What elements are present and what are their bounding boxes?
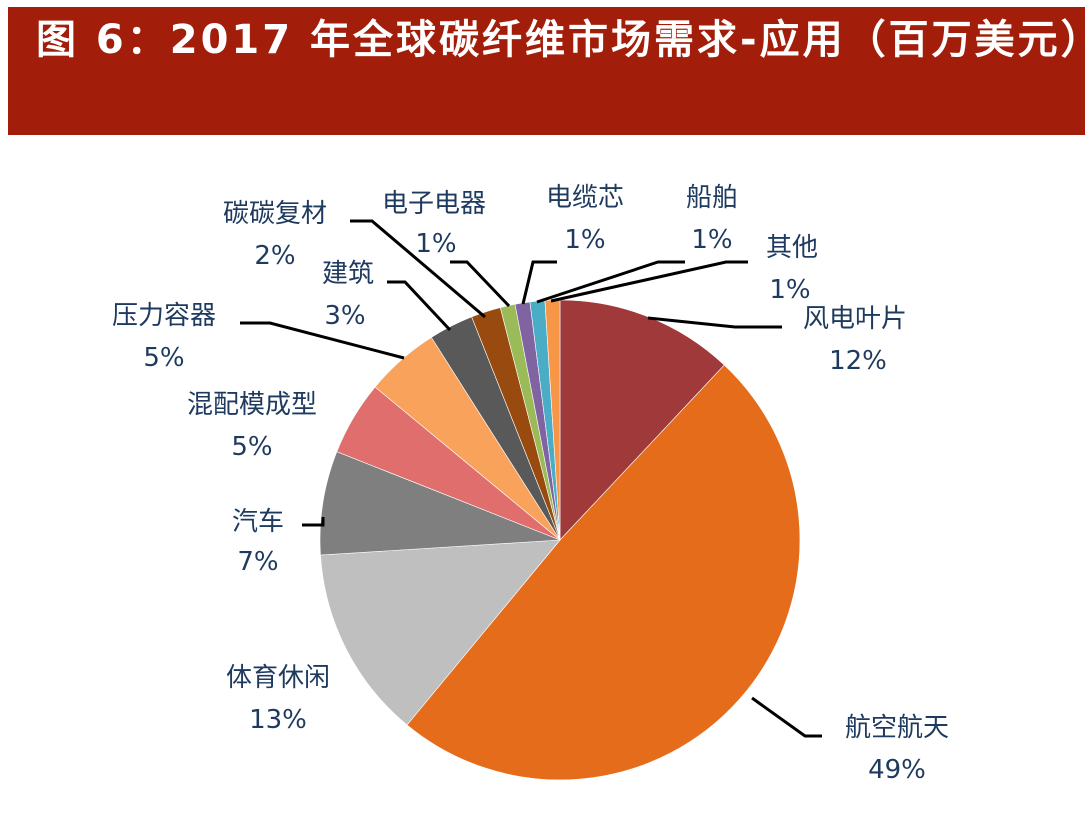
leader-line-ship [536, 260, 685, 304]
label-name-cable-core: 电缆芯 [546, 183, 624, 213]
label-name-ship: 船舶 [686, 183, 738, 213]
label-name-aerospace: 航空航天 [845, 713, 949, 743]
pie-slice-3 [320, 539, 561, 726]
label-name-carbon-carbon: 碳碳复材 [223, 199, 327, 229]
label-pct-sports: 13% [249, 705, 307, 735]
label-pct-compounding: 5% [231, 432, 272, 462]
pie-slice-2 [406, 364, 801, 781]
label-name-auto: 汽车 [232, 507, 284, 537]
label-pct-carbon-carbon: 2% [254, 241, 295, 271]
label-name-wind: 风电叶片 [803, 304, 907, 334]
leader-line-cable [521, 260, 557, 305]
leader-line-cc [350, 219, 486, 319]
label-pct-auto: 7% [237, 547, 278, 577]
label-name-other: 其他 [766, 233, 818, 263]
leader-line-aerospace [751, 696, 822, 738]
label-pct-wind: 12% [829, 346, 887, 376]
label-pct-ship: 1% [691, 225, 732, 255]
leader-line-building [387, 280, 452, 332]
label-pct-pressure: 5% [143, 343, 184, 373]
figure-title-banner: 图 6：2017 年全球碳纤维市场需求-应用（百万美元） [8, 7, 1092, 135]
data-labels: 风电叶片 12% 航空航天 49% 体育休闲 13% 汽车 7% 混配模成型 5… [112, 183, 949, 785]
pie-slices [319, 299, 801, 781]
leader-line-auto [302, 517, 325, 527]
label-name-compounding: 混配模成型 [187, 390, 317, 420]
label-name-sports: 体育休闲 [226, 663, 330, 693]
leader-line-other [550, 260, 748, 303]
label-pct-aerospace: 49% [868, 755, 926, 785]
label-name-electronics: 电子电器 [382, 189, 486, 219]
label-pct-building: 3% [324, 301, 365, 331]
label-pct-cable-core: 1% [564, 225, 605, 255]
label-name-building: 建筑 [322, 259, 374, 289]
leader-line-pressure [240, 321, 405, 360]
label-pct-electronics: 1% [415, 229, 456, 259]
label-name-pressure: 压力容器 [112, 301, 216, 331]
figure-title: 图 6：2017 年全球碳纤维市场需求-应用（百万美元） [36, 17, 1092, 63]
pie-slice-4 [319, 451, 561, 556]
label-pct-other: 1% [769, 275, 810, 305]
leader-line-wind [647, 316, 782, 329]
leader-line-electronics [450, 260, 511, 308]
leader-lines [240, 219, 822, 738]
